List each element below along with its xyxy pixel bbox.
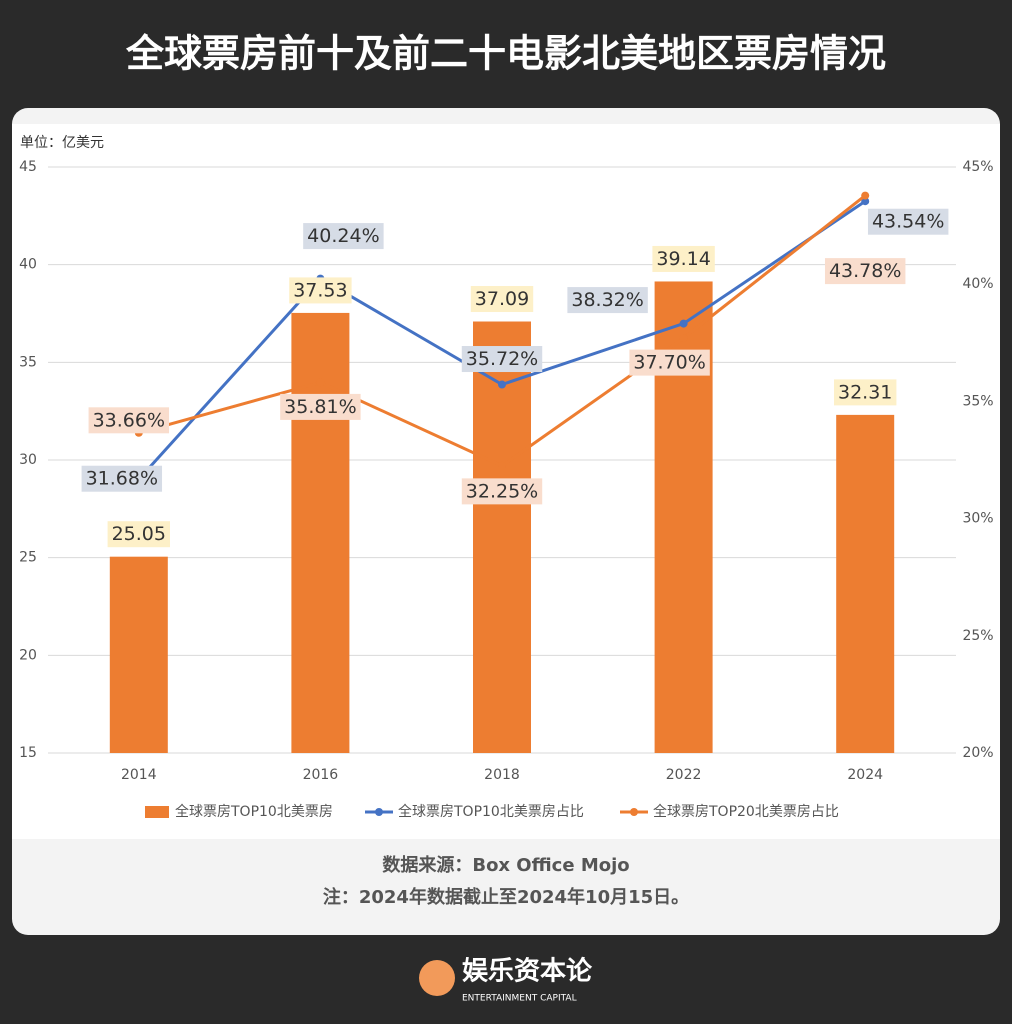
data-label-bg bbox=[833, 379, 897, 406]
point bbox=[316, 378, 325, 387]
data-label: 35.72% bbox=[466, 348, 538, 370]
y2-tick-label: 35% bbox=[962, 393, 993, 409]
brand: 娱乐资本论 bbox=[462, 957, 593, 987]
y-tick-label: 15 bbox=[19, 745, 37, 761]
bar bbox=[109, 556, 168, 753]
data-label-bg bbox=[303, 223, 384, 250]
data-label: 37.09 bbox=[475, 288, 529, 310]
y-tick-label: 25 bbox=[19, 550, 37, 566]
data-label: 39.14 bbox=[656, 248, 710, 270]
source: 数据来源：Box Office Mojo bbox=[382, 854, 629, 876]
brand-sub: ENTERTAINMENT CAPITAL bbox=[462, 994, 577, 1004]
y-tick-label: 35 bbox=[19, 354, 37, 370]
legend-label: 全球票房TOP10北美票房占比 bbox=[398, 803, 584, 820]
x-tick-label: 2014 bbox=[121, 767, 157, 783]
point bbox=[498, 380, 506, 389]
point bbox=[861, 197, 870, 206]
data-label: 40.24% bbox=[307, 225, 379, 247]
y2-tick-label: 45% bbox=[962, 159, 993, 175]
chart-title: 全球票房前十及前二十电影北美地区票房情况 bbox=[125, 32, 886, 76]
y2-tick-label: 20% bbox=[962, 745, 993, 761]
point bbox=[498, 461, 506, 470]
data-label-bg bbox=[629, 349, 710, 376]
data-label: 37.53 bbox=[293, 279, 347, 301]
data-label-bg bbox=[567, 287, 648, 314]
y-tick-label: 30 bbox=[19, 452, 37, 468]
data-label: 32.25% bbox=[466, 480, 538, 502]
data-label: 31.68% bbox=[86, 468, 158, 490]
data-label: 43.54% bbox=[872, 211, 944, 233]
x-tick-label: 2016 bbox=[303, 767, 339, 783]
brand-logo bbox=[419, 960, 455, 996]
bar bbox=[473, 321, 531, 753]
x-tick-label: 2018 bbox=[484, 767, 520, 783]
x-tick-label: 2022 bbox=[666, 767, 702, 783]
data-label: 35.81% bbox=[284, 396, 356, 418]
legend-swatch bbox=[145, 806, 169, 818]
y2-tick-label: 30% bbox=[962, 511, 993, 527]
data-label-bg bbox=[824, 258, 906, 285]
y-tick-label: 40 bbox=[19, 257, 37, 273]
point bbox=[679, 334, 688, 343]
data-label: 32.31 bbox=[838, 381, 892, 403]
data-label: 33.66% bbox=[93, 409, 165, 431]
legend-label: 全球票房TOP20北美票房占比 bbox=[653, 803, 839, 820]
data-label: 38.32% bbox=[571, 289, 643, 311]
data-label-bg bbox=[470, 286, 534, 313]
legend-label: 全球票房TOP10北美票房 bbox=[175, 803, 333, 820]
unit-label: 单位：亿美元 bbox=[20, 135, 104, 151]
x-tick-label: 2024 bbox=[847, 767, 883, 783]
note: 注：2024年数据截止至2024年10月15日。 bbox=[323, 886, 689, 908]
point bbox=[861, 191, 870, 200]
point bbox=[679, 319, 688, 328]
legend-marker bbox=[630, 808, 638, 816]
data-label-bg bbox=[289, 277, 352, 304]
data-label-bg bbox=[652, 245, 715, 272]
data-label-bg bbox=[280, 393, 361, 420]
data-label-bg bbox=[81, 465, 163, 492]
data-label: 25.05 bbox=[112, 523, 166, 545]
data-label-bg bbox=[461, 478, 543, 505]
data-label: 43.78% bbox=[829, 260, 901, 282]
data-label-bg bbox=[88, 407, 170, 434]
y-tick-label: 45 bbox=[19, 159, 37, 175]
data-label-bg bbox=[107, 521, 171, 548]
bar bbox=[836, 414, 895, 753]
data-label: 37.70% bbox=[633, 352, 705, 374]
data-label-bg bbox=[867, 208, 949, 235]
legend-marker bbox=[375, 808, 383, 816]
y2-tick-label: 25% bbox=[962, 628, 993, 644]
y2-tick-label: 40% bbox=[962, 276, 993, 292]
y-tick-label: 20 bbox=[19, 647, 37, 663]
data-label-bg bbox=[461, 346, 543, 373]
